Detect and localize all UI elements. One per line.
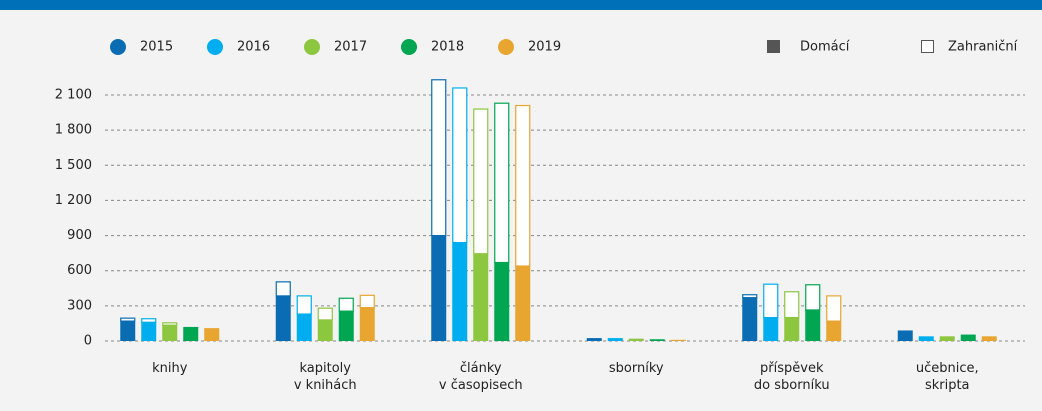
bar-foreign	[431, 79, 447, 237]
bar-domestic	[826, 321, 842, 341]
legend-label: 2015	[140, 40, 173, 55]
x-tick-label: kapitoly v knihách	[294, 361, 357, 393]
bar-foreign	[826, 295, 842, 322]
x-tick-line: v časopisech	[439, 378, 523, 393]
bar-domestic	[742, 297, 758, 341]
bar-domestic	[494, 262, 510, 341]
y-tick-label: 600	[67, 263, 92, 278]
x-tick-label: příspěvek do sborníku	[754, 361, 830, 393]
bar-foreign	[359, 294, 375, 309]
y-tick-label: 300	[67, 298, 92, 313]
y-tick-label: 1 800	[55, 123, 92, 138]
bar-foreign	[317, 307, 333, 321]
bar-domestic	[763, 317, 779, 341]
bar-domestic	[805, 309, 821, 341]
bar-domestic	[628, 338, 644, 341]
x-tick-line: učebnice,	[916, 361, 979, 376]
legend-swatch	[207, 39, 223, 55]
x-tick-label: sborníky	[609, 361, 664, 376]
bar-foreign	[515, 104, 531, 267]
x-tick-label: knihy	[152, 361, 188, 376]
y-tick-label: 1 200	[55, 193, 92, 208]
bar-domestic	[338, 311, 354, 341]
bar-foreign	[784, 291, 800, 319]
bar-domestic	[607, 338, 623, 341]
bar-domestic	[204, 328, 220, 341]
bar-domestic	[431, 235, 447, 341]
bar-foreign	[742, 294, 758, 299]
legend-label: Zahraniční	[948, 40, 1018, 55]
y-tick-label: 0	[84, 334, 92, 349]
y-tick-label: 900	[67, 228, 92, 243]
y-tick-label: 1 500	[55, 158, 92, 173]
bar-foreign	[275, 281, 291, 297]
bar-foreign	[296, 295, 312, 315]
bar-foreign	[763, 283, 779, 319]
bar-foreign	[473, 108, 489, 255]
bar-domestic	[120, 321, 136, 341]
legend-label: Domácí	[800, 40, 850, 55]
bar-domestic	[515, 266, 531, 341]
legend-swatch	[304, 39, 320, 55]
bar-domestic	[183, 326, 199, 341]
x-tick-line: skripta	[925, 378, 970, 393]
bar-domestic	[960, 334, 976, 341]
legend-swatch	[767, 40, 780, 53]
bar-foreign	[338, 297, 354, 312]
x-tick-line: v knihách	[294, 378, 357, 393]
legend-swatch	[498, 39, 514, 55]
bar-domestic	[918, 336, 934, 341]
bar-foreign	[120, 317, 136, 322]
bar-domestic	[649, 339, 665, 341]
bar-foreign	[452, 87, 468, 244]
bar-domestic	[317, 319, 333, 341]
bar-domestic	[670, 339, 686, 341]
bar-foreign	[805, 284, 821, 311]
bar-domestic	[359, 307, 375, 341]
x-tick-label: učebnice, skripta	[916, 361, 979, 393]
legend-swatch	[921, 40, 934, 53]
legend-label: 2016	[237, 40, 270, 55]
header-bar	[0, 0, 1042, 10]
x-tick-line: knihy	[152, 361, 188, 376]
legend-label: 2018	[431, 40, 464, 55]
legend-swatch	[110, 39, 126, 55]
bar-domestic	[939, 336, 955, 341]
bar-domestic	[981, 336, 997, 341]
bar-domestic	[473, 253, 489, 341]
x-tick-line: články	[460, 361, 502, 376]
bar-domestic	[452, 242, 468, 341]
x-tick-line: příspěvek	[760, 361, 824, 376]
x-tick-label: články v časopisech	[439, 361, 523, 393]
bar-domestic	[897, 330, 913, 341]
bar-foreign	[162, 322, 178, 326]
x-tick-line: kapitoly	[300, 361, 352, 376]
bar-domestic	[586, 338, 602, 341]
y-tick-label: 2 100	[55, 88, 92, 103]
bar-foreign	[141, 318, 157, 323]
legend-label: 2019	[528, 40, 561, 55]
bar-domestic	[162, 325, 178, 341]
bar-domestic	[296, 314, 312, 341]
bar-foreign	[494, 102, 510, 264]
legend-swatch	[401, 39, 417, 55]
x-tick-line: sborníky	[609, 361, 664, 376]
bar-domestic	[784, 317, 800, 341]
bar-domestic	[141, 322, 157, 341]
legend-label: 2017	[334, 40, 367, 55]
bar-domestic	[275, 295, 291, 341]
x-tick-line: do sborníku	[754, 378, 830, 393]
